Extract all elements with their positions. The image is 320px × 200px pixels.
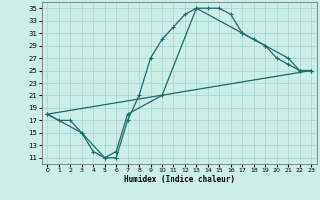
X-axis label: Humidex (Indice chaleur): Humidex (Indice chaleur): [124, 175, 235, 184]
